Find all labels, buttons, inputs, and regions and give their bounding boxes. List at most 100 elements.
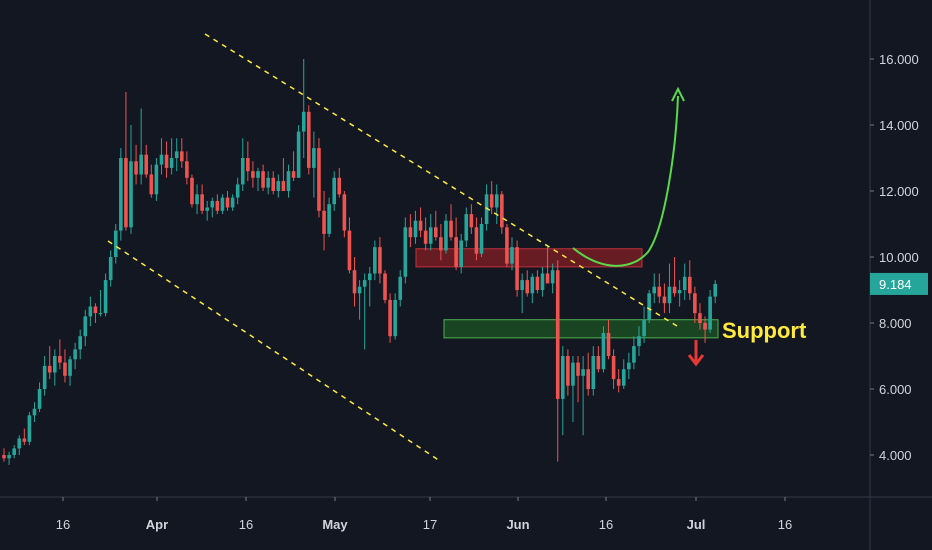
candle-body [362, 280, 367, 287]
candle [454, 217, 458, 271]
candle [606, 319, 611, 360]
candle [73, 342, 77, 370]
support-zone[interactable] [443, 319, 719, 339]
candle-body [98, 313, 103, 315]
candle-body [307, 111, 311, 168]
candle [525, 270, 530, 297]
candle-body [276, 181, 281, 191]
candle-body [515, 247, 519, 290]
candle-body [312, 148, 316, 168]
candle-body [129, 161, 133, 228]
candle [180, 138, 184, 168]
candle-body [347, 230, 352, 271]
candle [672, 257, 677, 297]
candle-body [27, 415, 32, 442]
candle-body [337, 177, 342, 195]
candle-body [616, 379, 621, 386]
candle-body [500, 194, 504, 228]
y-tick-label: 8.000 [879, 316, 912, 331]
candle [362, 273, 367, 350]
candle-body [144, 154, 149, 175]
candle-body [657, 286, 662, 297]
candle-body [571, 362, 575, 386]
candle [251, 161, 255, 188]
candle [337, 167, 342, 198]
candle [139, 108, 143, 185]
candle-body [535, 276, 540, 290]
candle-body [291, 171, 296, 178]
candle-body [210, 200, 215, 208]
candle [378, 237, 382, 284]
candle [459, 233, 463, 274]
candle-body [352, 270, 357, 294]
candle-body [398, 276, 403, 300]
candle-body [332, 177, 336, 205]
candle-body [520, 280, 524, 290]
candle [47, 346, 52, 380]
candle [113, 224, 118, 264]
candle [413, 210, 418, 244]
candle [393, 293, 397, 340]
bullish-forecast-curve[interactable] [572, 95, 679, 267]
candle-body [703, 323, 707, 330]
candle-body [240, 158, 245, 185]
candle [342, 191, 347, 238]
candle-body [108, 257, 113, 281]
candle-body [2, 455, 6, 459]
candle-body [459, 240, 463, 267]
candle [550, 263, 555, 294]
candle [667, 263, 672, 314]
x-tick-label: 16 [56, 517, 70, 532]
candle [581, 356, 585, 436]
y-tick-label: 6.000 [879, 382, 912, 397]
candle [423, 217, 428, 251]
candle-body [103, 280, 108, 314]
bearish-arrow-head [687, 354, 705, 367]
candle [174, 138, 179, 172]
support-label: Support [722, 318, 807, 343]
candle-body [530, 276, 535, 294]
candle [2, 448, 6, 462]
y-tick-label: 14.000 [879, 118, 919, 133]
candle [220, 194, 225, 215]
candle [637, 326, 641, 356]
candle [444, 214, 448, 254]
candle [576, 356, 580, 403]
lower-trendline[interactable] [107, 240, 441, 462]
candle-body [698, 313, 702, 323]
candle [555, 260, 560, 462]
candle [621, 359, 626, 389]
candle-body [373, 247, 377, 274]
candle-body [230, 197, 235, 208]
candle-body [159, 154, 164, 165]
x-tick-label: Jul [687, 517, 706, 532]
candle [129, 125, 133, 234]
candle [662, 283, 667, 314]
candle-body [434, 227, 438, 238]
candle [164, 141, 169, 178]
candle [571, 356, 575, 422]
candle-body [611, 356, 616, 380]
candle-body [63, 362, 67, 376]
candle-body [78, 336, 82, 350]
candle [317, 138, 321, 218]
candle [190, 174, 194, 208]
candle [215, 194, 220, 215]
candle-body [647, 293, 651, 320]
candle [68, 356, 72, 386]
candle [693, 286, 697, 323]
candle [205, 200, 209, 221]
candle-body [251, 171, 255, 178]
candle-body [246, 158, 250, 172]
candle [271, 171, 276, 195]
candle [103, 273, 108, 317]
candle-body [632, 346, 636, 363]
candle-body [581, 369, 585, 376]
upper-trendline[interactable] [204, 33, 678, 327]
candle [698, 303, 702, 330]
candle-body [682, 276, 687, 290]
candle-body [540, 273, 545, 290]
candle [500, 191, 504, 234]
candle-body [586, 369, 590, 389]
